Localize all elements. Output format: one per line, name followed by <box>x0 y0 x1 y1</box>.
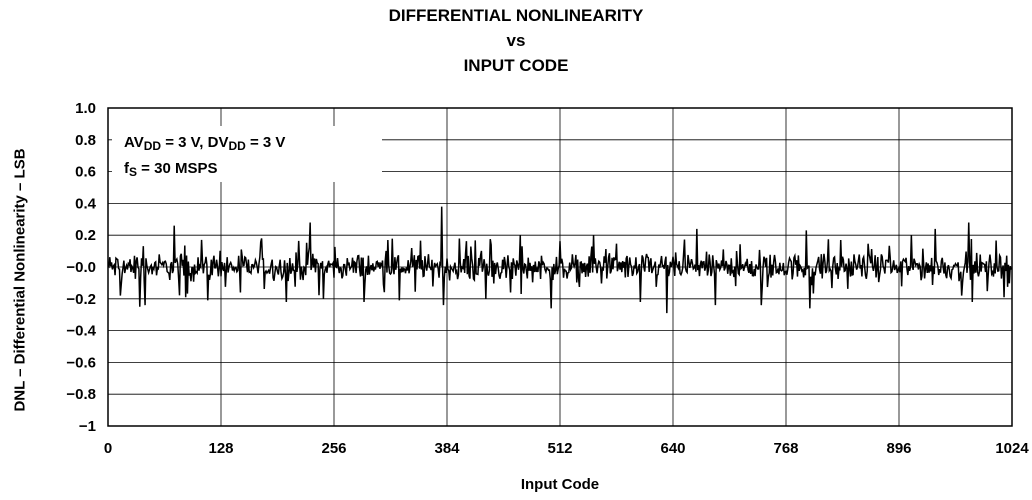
annotation-background <box>112 126 382 182</box>
y-tick-label: −0.0 <box>66 259 96 276</box>
x-axis-label: Input Code <box>520 476 600 493</box>
anno-dv-value: = 3 V <box>245 134 286 151</box>
y-tick-label: 0.4 <box>75 195 97 212</box>
y-tick-label: 1.0 <box>75 100 96 117</box>
anno-dv-sub: DD <box>228 139 246 153</box>
x-tick-label: 640 <box>660 440 685 457</box>
y-tick-label: −0.8 <box>66 386 96 403</box>
y-tick-label: −0.4 <box>66 323 96 340</box>
chart-title-line-1: DIFFERENTIAL NONLINEARITY <box>388 6 644 25</box>
anno-av: AV <box>124 134 144 151</box>
y-tick-label: 0.2 <box>75 227 96 244</box>
y-tick-label: −0.6 <box>66 354 96 371</box>
annotation-supply-voltages: AVDD = 3 V, DVDD = 3 V <box>124 134 285 153</box>
plot-frame <box>107 107 1013 427</box>
y-axis-label: DNL – Differential Nonlinearity – LSB <box>11 148 29 412</box>
y-tick-label: 0.6 <box>75 164 96 181</box>
anno-av-sub: DD <box>143 139 162 153</box>
x-tick-label: 128 <box>208 440 233 457</box>
x-tick-label: 0 <box>104 440 112 457</box>
x-tick-label: 768 <box>773 440 798 457</box>
y-tick-label: 0.8 <box>75 132 96 149</box>
anno-dv: = 3 V, DV <box>161 134 229 151</box>
chart-title-line-2: vs <box>506 31 526 50</box>
x-tick-label: 384 <box>434 440 460 457</box>
y-tick-labels: 1.0 0.8 0.6 0.4 0.2 −0.0 −0.2 −0.4 −0.6 −0.8 −1 <box>66 100 96 435</box>
y-tick-label: −0.2 <box>66 291 96 308</box>
x-tick-label: 1024 <box>995 440 1029 457</box>
dnl-series-line <box>107 206 1012 314</box>
chart-title-line-3: INPUT CODE <box>463 56 569 75</box>
anno-fs: f <box>124 160 129 177</box>
x-tick-label: 896 <box>886 440 911 457</box>
x-tick-label: 512 <box>547 440 572 457</box>
anno-fs-value: = 30 MSPS <box>137 160 218 177</box>
x-tick-label: 256 <box>321 440 346 457</box>
x-tick-labels: 0 128 256 384 512 640 768 896 1024 <box>104 440 1030 457</box>
annotation-sample-rate: fS = 30 MSPS <box>124 160 217 179</box>
y-tick-label: −1 <box>79 418 96 435</box>
anno-fs-sub: S <box>129 165 138 179</box>
